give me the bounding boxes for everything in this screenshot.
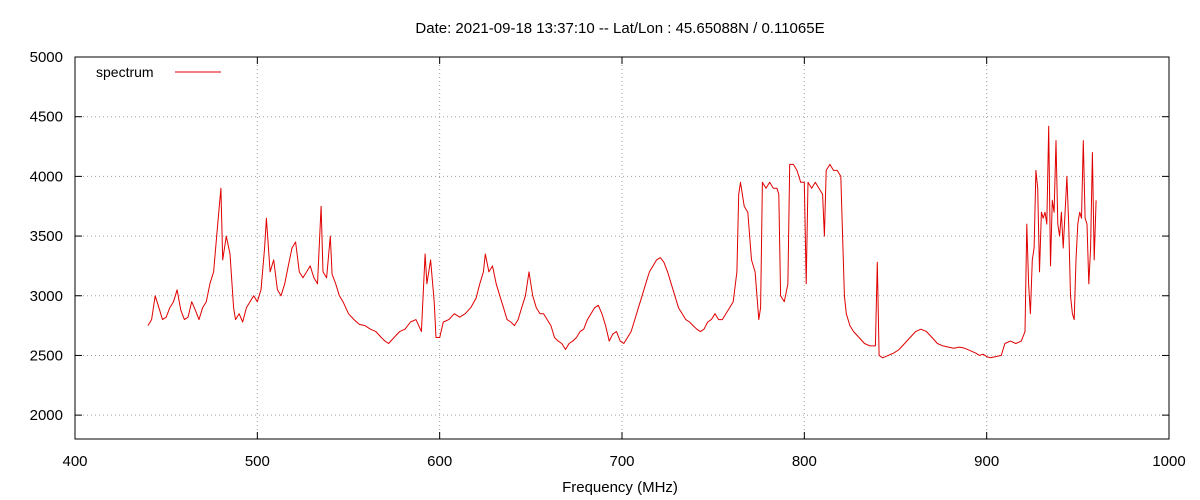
x-tick-label: 1000 — [1152, 453, 1185, 470]
x-tick-label: 800 — [792, 453, 817, 470]
series-line-spectrum — [147, 125, 1097, 359]
y-tick-label: 3500 — [30, 228, 63, 245]
y-tick-label: 2500 — [30, 347, 63, 364]
x-tick-label: 700 — [609, 453, 634, 470]
y-tick-label: 5000 — [30, 49, 63, 66]
y-tick-label: 2000 — [30, 407, 63, 424]
legend-label: spectrum — [96, 64, 154, 80]
x-tick-label: 500 — [245, 453, 270, 470]
axis-ticks: 400 500 600 700 800 900 1000 2000 2500 3000 3500 40… — [30, 49, 1186, 470]
y-tick-label: 4000 — [30, 168, 63, 185]
series-layer — [147, 125, 1097, 359]
x-axis-label: Frequency (MHz) — [562, 479, 678, 496]
grid — [75, 57, 1169, 439]
y-tick-label: 3000 — [30, 288, 63, 305]
x-tick-label: 400 — [62, 453, 87, 470]
legend: spectrum — [96, 64, 221, 80]
y-tick-label: 4500 — [30, 109, 63, 126]
chart-title: Date: 2021-09-18 13:37:10 -- Lat/Lon : 4… — [415, 20, 824, 37]
x-tick-label: 900 — [974, 453, 999, 470]
x-tick-label: 600 — [427, 453, 452, 470]
